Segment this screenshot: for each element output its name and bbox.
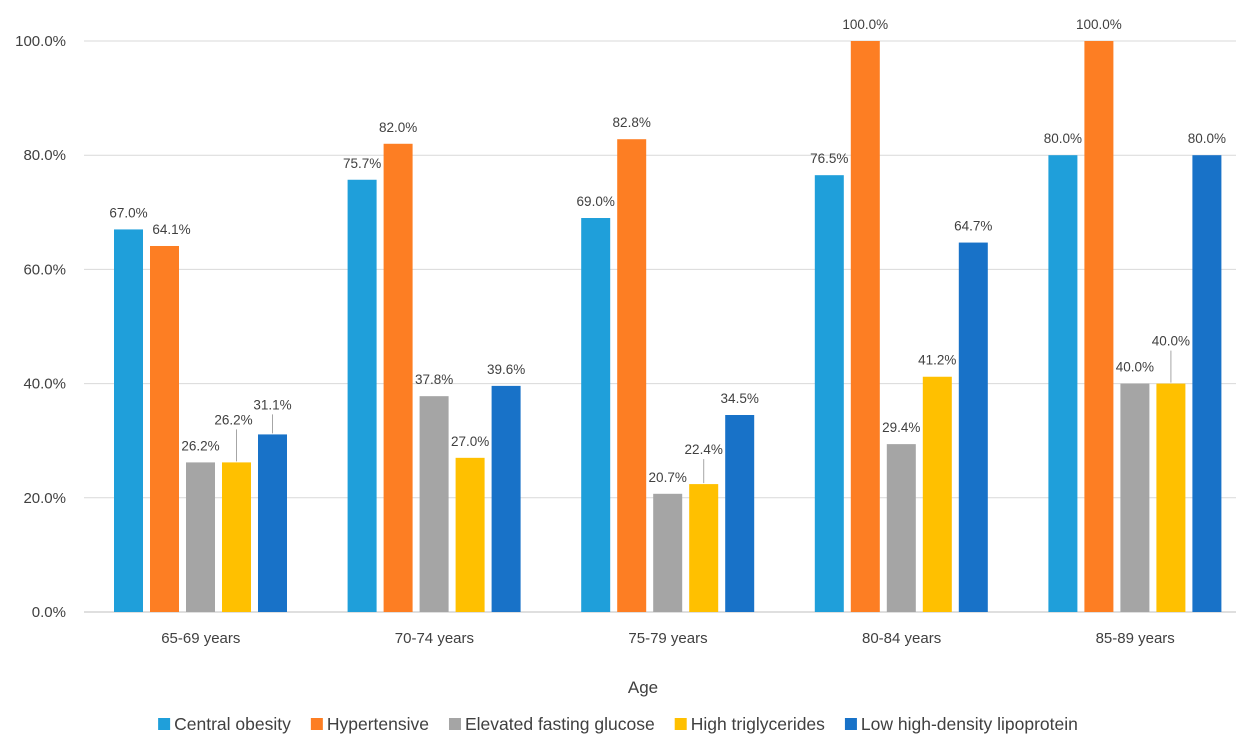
- bar: [850, 41, 880, 612]
- legend-swatch: [158, 718, 171, 730]
- data-label: 80.0%: [1188, 131, 1226, 146]
- y-tick-label: 20.0%: [23, 490, 66, 507]
- legend: Central obesity Hypertensive Elevated fast…: [158, 714, 1078, 734]
- legend-swatch: [674, 718, 687, 730]
- data-label: 75.7%: [343, 156, 381, 171]
- bar: [383, 143, 413, 612]
- legend-swatch: [448, 718, 461, 730]
- bar: [617, 139, 647, 612]
- bar: [653, 493, 683, 612]
- bar: [114, 229, 143, 612]
- bar: [347, 179, 377, 613]
- data-label: 82.8%: [613, 115, 651, 130]
- y-tick-label: 100.0%: [15, 33, 66, 50]
- data-label: 22.4%: [685, 442, 723, 457]
- data-label: 41.2%: [918, 353, 956, 368]
- legend-item: Elevated fasting glucose: [448, 714, 655, 734]
- y-tick-label: 0.0%: [32, 604, 66, 621]
- x-tick-label: 65-69 years: [161, 630, 240, 647]
- bar: [222, 462, 251, 612]
- y-axis-tick-labels: 0.0% 20.0% 40.0% 60.0% 80.0% 100.0%: [15, 33, 66, 621]
- legend-item: High triglycerides: [674, 714, 825, 734]
- bar: [814, 175, 844, 612]
- data-label: 69.0%: [577, 194, 615, 209]
- bar: [455, 457, 485, 612]
- legend-swatch: [844, 718, 857, 730]
- bar: [1120, 383, 1150, 612]
- bar: [419, 396, 449, 612]
- data-label: 34.5%: [721, 391, 759, 406]
- legend-label: High triglycerides: [691, 714, 825, 734]
- data-label: 80.0%: [1044, 131, 1082, 146]
- legend-swatch: [310, 718, 323, 730]
- data-label: 29.4%: [882, 420, 920, 435]
- x-tick-label: 75-79 years: [628, 630, 707, 647]
- data-label: 27.0%: [451, 434, 489, 449]
- data-label: 20.7%: [649, 470, 687, 485]
- x-tick-label: 85-89 years: [1096, 630, 1175, 647]
- data-label: 31.1%: [253, 397, 291, 412]
- bar: [1084, 41, 1114, 612]
- data-label: 100.0%: [1076, 17, 1122, 32]
- bar: [725, 415, 755, 612]
- bar: [581, 218, 611, 612]
- bar: [150, 245, 179, 612]
- x-tick-label: 80-84 years: [862, 630, 941, 647]
- legend-item: Central obesity: [158, 714, 291, 734]
- data-label: 37.8%: [415, 372, 453, 387]
- data-label: 64.1%: [152, 222, 190, 237]
- legend-label: Elevated fasting glucose: [465, 714, 655, 734]
- data-label: 40.0%: [1116, 360, 1154, 375]
- x-axis-tick-labels: 65-69 years 70-74 years 75-79 years 80-84 y…: [161, 630, 1175, 647]
- data-label: 26.2%: [214, 412, 252, 427]
- data-label: 64.7%: [954, 219, 992, 234]
- bar: [1048, 155, 1078, 612]
- bar: [1156, 383, 1186, 612]
- legend-label: Central obesity: [174, 714, 291, 734]
- bar: [922, 376, 952, 612]
- data-label: 40.0%: [1152, 334, 1190, 349]
- bar: [689, 484, 719, 612]
- bar: [886, 444, 916, 612]
- data-labels: 67.0% 75.7% 69.0% 76.5% 80.0% 64.1% 82.0% 82.8%…: [109, 17, 1226, 485]
- y-tick-label: 60.0%: [23, 261, 66, 278]
- y-tick-label: 80.0%: [23, 147, 66, 164]
- legend-label: Hypertensive: [327, 714, 429, 734]
- legend-item: Hypertensive: [310, 714, 429, 734]
- legend-item: Low high-density lipoprotein: [844, 714, 1078, 734]
- bar: [1192, 155, 1222, 612]
- legend-label: Low high-density lipoprotein: [861, 714, 1078, 734]
- bar: [258, 434, 287, 612]
- bar: [958, 242, 988, 613]
- data-label: 76.5%: [810, 151, 848, 166]
- data-label: 100.0%: [842, 17, 888, 32]
- x-axis-title: Age: [628, 678, 658, 697]
- data-label: 82.0%: [379, 120, 417, 135]
- y-tick-label: 40.0%: [23, 376, 66, 393]
- bars: [114, 41, 1222, 613]
- bar: [491, 385, 521, 612]
- x-tick-label: 70-74 years: [395, 630, 474, 647]
- data-label: 39.6%: [487, 362, 525, 377]
- bar: [186, 462, 215, 612]
- data-label: 26.2%: [181, 438, 219, 453]
- data-label: 67.0%: [109, 205, 147, 220]
